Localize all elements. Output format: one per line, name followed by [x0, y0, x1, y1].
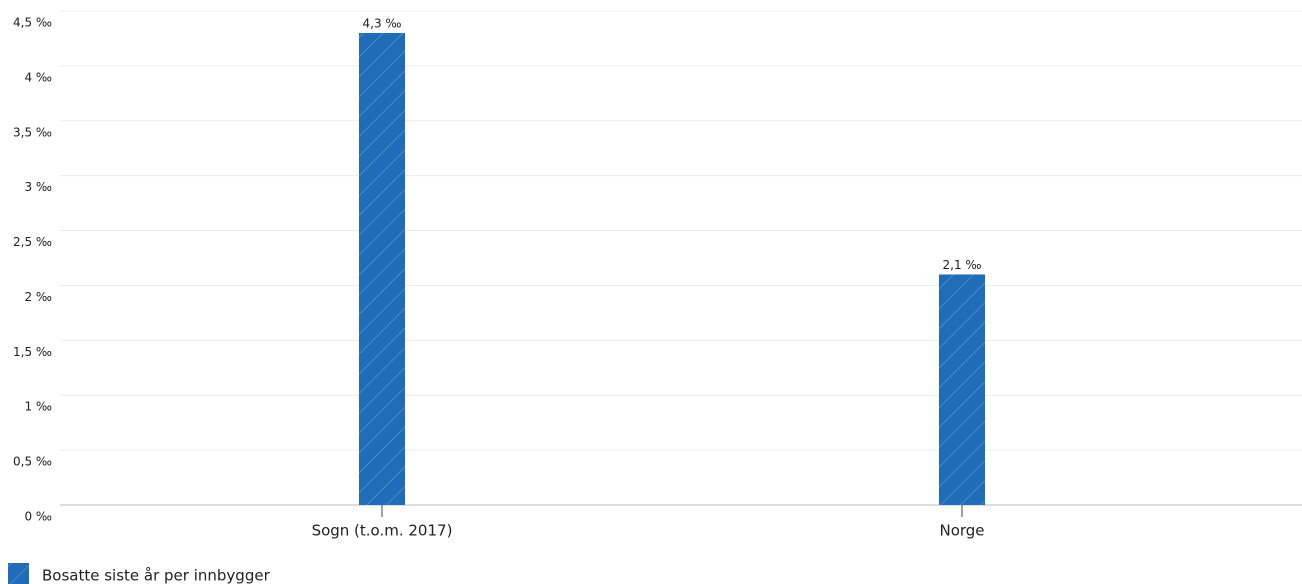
y-tick-label: 1,5 ‰ — [13, 345, 52, 359]
y-tick-label: 2 ‰ — [24, 290, 52, 304]
bar-hatch — [359, 32, 405, 505]
legend-swatch-hatch — [8, 563, 29, 584]
bar-hatch — [939, 274, 985, 505]
y-tick-label: 4 ‰ — [24, 70, 52, 84]
legend-label: Bosatte siste år per innbygger — [42, 567, 271, 584]
y-tick-label: 2,5 ‰ — [13, 235, 52, 249]
value-label: 2,1 ‰ — [943, 258, 982, 272]
value-label: 4,3 ‰ — [363, 16, 402, 30]
y-tick-label: 3,5 ‰ — [13, 125, 52, 139]
y-tick-label: 0,5 ‰ — [13, 455, 52, 469]
x-tick-label: Norge — [939, 522, 984, 540]
y-tick-label: 4,5 ‰ — [13, 16, 52, 30]
y-tick-label: 3 ‰ — [24, 180, 52, 194]
y-tick-label: 0 ‰ — [24, 510, 52, 524]
x-tick-label: Sogn (t.o.m. 2017) — [312, 522, 453, 540]
y-tick-label: 1 ‰ — [24, 400, 52, 414]
